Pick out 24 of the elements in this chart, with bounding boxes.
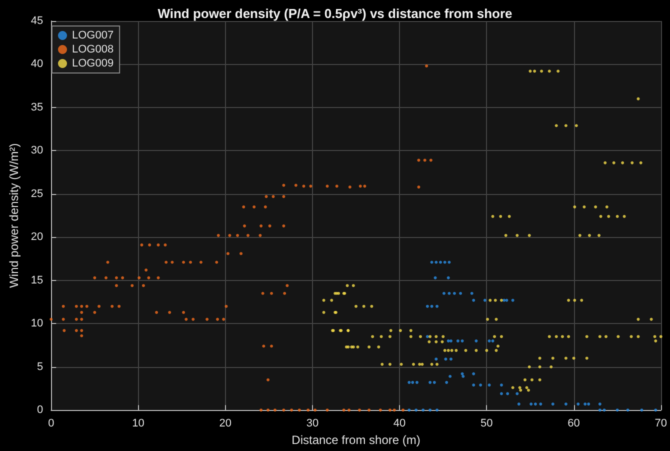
- y-tick-label: 25: [30, 188, 44, 200]
- y-tick-label: 35: [30, 101, 44, 114]
- y-tick-label: 20: [30, 231, 44, 244]
- x-tick-label: 40: [393, 418, 406, 430]
- y-tick-label: 0: [37, 404, 44, 416]
- y-tick-label: 40: [30, 58, 44, 70]
- legend-label: LOG007: [72, 30, 114, 42]
- y-tick-label: 5: [37, 360, 44, 373]
- y-tick-label: 15: [30, 274, 44, 286]
- x-tick-label: 30: [306, 418, 319, 430]
- x-tick-label: 0: [48, 418, 54, 430]
- y-axis-title: Wind power density (W/m²): [7, 143, 21, 288]
- legend-label: LOG008: [72, 44, 114, 56]
- y-tick-label: 45: [30, 15, 44, 27]
- x-tick-label: 10: [132, 418, 144, 430]
- y-tick-label: 10: [30, 318, 44, 330]
- x-axis-title: Distance from shore (m): [292, 433, 420, 447]
- x-tick-label: 70: [654, 418, 668, 430]
- y-tick-label: 30: [30, 144, 44, 157]
- chart-title: Wind power density (P/A = 0.5ρv³) vs distance from shore: [158, 6, 512, 21]
- x-tick-label: 50: [480, 418, 493, 430]
- x-tick-label: 20: [219, 418, 232, 430]
- x-tick-label: 60: [568, 418, 580, 430]
- legend-label: LOG009: [72, 58, 114, 70]
